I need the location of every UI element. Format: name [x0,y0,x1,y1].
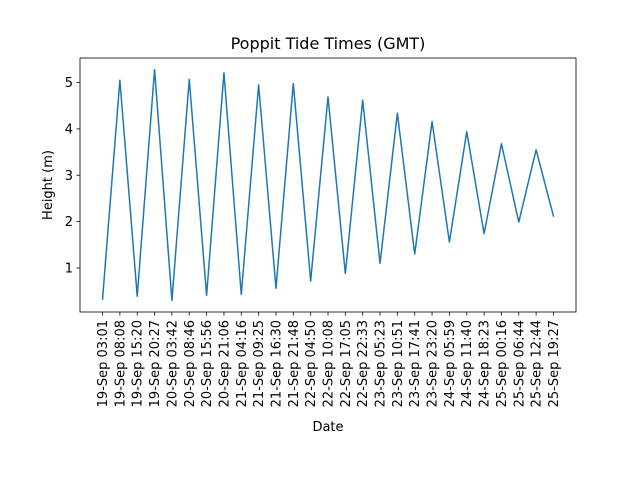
y-tick-label: 3 [65,169,73,184]
x-tick-label: 25-Sep 12:44 [530,320,545,407]
x-tick-label: 23-Sep 17:41 [408,320,423,407]
x-tick-label: 20-Sep 21:06 [217,320,232,407]
x-tick-label: 22-Sep 04:50 [304,320,319,407]
x-axis-label: Date [312,420,343,435]
plot-area: 1 2 3 4 5 19-Sep 03:01 19-Sep 08:08 19-Sep 15:2… [65,57,577,407]
x-tick-label: 22-Sep 17:05 [339,320,354,407]
y-tick-label: 2 [65,215,73,230]
series-line-1 [101,68,555,302]
x-tick-label: 22-Sep 10:08 [322,320,337,407]
x-tick-label: 21-Sep 09:25 [252,320,267,407]
x-tick-label: 24-Sep 05:59 [443,320,458,407]
x-tick-label: 24-Sep 11:40 [460,320,475,407]
x-tick-label: 24-Sep 18:23 [478,320,493,407]
x-tick-label: 21-Sep 04:16 [235,320,250,407]
y-tick-label: 4 [65,122,73,137]
x-tick-label: 19-Sep 15:20 [131,320,146,407]
x-tick-label: 19-Sep 08:08 [113,320,128,407]
x-tick-label: 25-Sep 06:44 [512,320,527,407]
x-tick-label: 23-Sep 05:23 [374,320,389,407]
y-axis-label: Height (m) [41,150,56,220]
x-tick-label: 25-Sep 19:27 [547,320,562,407]
x-tick-label: 21-Sep 21:48 [287,320,302,407]
y-tick-label: 1 [65,261,73,276]
x-tick-label: 23-Sep 10:51 [391,320,406,407]
x-tick-label: 23-Sep 23:20 [426,320,441,407]
x-tick-label: 21-Sep 16:30 [269,320,284,407]
x-tick-label: 20-Sep 15:56 [200,320,215,407]
x-tick-label: 19-Sep 03:01 [96,320,111,407]
x-tick-label: 20-Sep 03:42 [165,320,180,407]
chart-title: Poppit Tide Times (GMT) [231,34,426,53]
x-tick-label: 22-Sep 22:33 [356,320,371,407]
x-tick-label: 20-Sep 08:46 [183,320,198,407]
y-tick-label: 5 [65,76,73,91]
x-tick-label: 19-Sep 20:27 [148,320,163,407]
x-tick-label: 25-Sep 00:16 [495,320,510,407]
